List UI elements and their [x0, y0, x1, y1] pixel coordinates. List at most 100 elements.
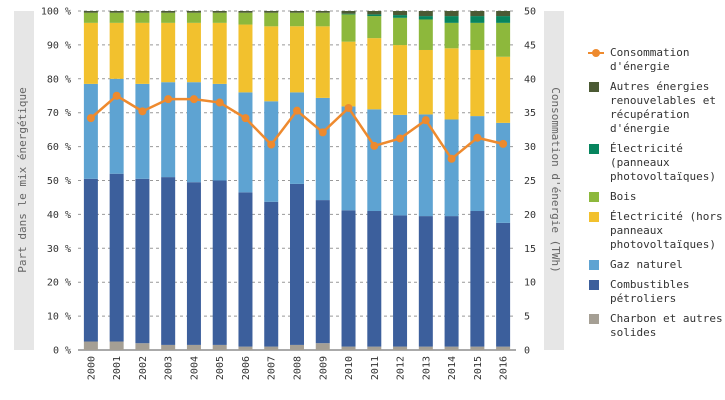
bar-segment — [290, 11, 304, 13]
left-axis-title: Part dans le mix énergétique — [16, 87, 29, 272]
y-left-tick-label: 100 % — [41, 7, 71, 18]
bar-segment — [186, 22, 201, 83]
bar-segment — [83, 12, 98, 23]
bar-segment — [393, 215, 408, 347]
y-right-tick-label: 45 — [524, 40, 536, 51]
bar-segment — [367, 211, 382, 347]
bar-segment — [186, 11, 201, 13]
bar-segment — [109, 173, 124, 342]
x-tick-label: 2014 — [447, 356, 458, 380]
bar-segment — [444, 119, 459, 217]
bar-segment — [135, 11, 150, 13]
bar-segment — [264, 101, 279, 202]
bar-segment — [186, 12, 201, 23]
x-tick-label: 2000 — [86, 356, 97, 380]
bar-segment — [161, 177, 176, 345]
legend-item: Autres énergies renouvelables et récupér… — [588, 80, 725, 136]
consumption-point — [138, 107, 147, 116]
left-axis-title-band — [14, 11, 34, 350]
bar-segment — [212, 22, 227, 84]
bar-segment — [496, 11, 511, 17]
consumption-point — [318, 128, 327, 137]
bar-segment — [161, 11, 176, 13]
legend-color-swatch — [588, 210, 610, 224]
bar-segment — [393, 45, 408, 115]
bar-segment — [341, 210, 356, 347]
bar-segment — [290, 92, 304, 184]
bar-segment — [470, 211, 485, 347]
bar-segment — [264, 12, 279, 27]
legend-label: Combustibles pétroliers — [610, 278, 690, 305]
bar-segment — [135, 178, 150, 344]
consumption-point — [499, 139, 508, 148]
consumption-point — [112, 91, 121, 100]
bar-segment — [315, 200, 330, 344]
legend-item: Consommation d'énergie — [588, 46, 725, 74]
bar-segment — [496, 22, 511, 57]
bar-segment — [444, 11, 459, 17]
bar-segment — [496, 122, 511, 223]
legend-item: Gaz naturel — [588, 258, 725, 272]
bar-segment — [418, 216, 433, 347]
bar-segment — [470, 11, 485, 17]
y-left-tick-label: 20 % — [47, 278, 71, 289]
consumption-point — [164, 95, 173, 104]
x-tick-label: 2010 — [344, 356, 355, 380]
chart-legend: Consommation d'énergie Autres énergies re… — [588, 46, 725, 346]
legend-label: Électricité (panneaux photovoltaïques) — [610, 142, 716, 183]
bar-segment — [109, 11, 124, 13]
x-tick-label: 2009 — [318, 356, 329, 380]
bar-segment — [341, 14, 356, 42]
consumption-point — [370, 141, 379, 150]
right-axis-title: Consommation d'énergie (TWh) — [549, 87, 562, 272]
bar-segment — [393, 15, 408, 18]
x-tick-label: 2003 — [164, 356, 175, 380]
legend-label: Électricité (hors panneaux photovoltaïqu… — [610, 210, 723, 251]
bar-segment — [393, 114, 408, 216]
bar-segment — [264, 11, 279, 13]
bar-segment — [418, 114, 433, 217]
bar-segment — [470, 49, 485, 117]
bar-segment — [444, 48, 459, 120]
bar-segment — [341, 13, 356, 15]
bar-segment — [315, 26, 330, 98]
bar-segment — [341, 11, 356, 14]
bar-segment — [444, 22, 459, 49]
consumption-point — [421, 116, 430, 125]
bar-segment — [367, 14, 382, 17]
consumption-point — [447, 154, 456, 163]
bar-segment — [290, 183, 304, 345]
bar-segment — [341, 106, 356, 211]
legend-label: Charbon et autres solides — [610, 312, 723, 339]
bar-segment — [315, 12, 330, 27]
bar-segment — [393, 17, 408, 46]
x-tick-label: 2004 — [189, 356, 200, 380]
bar-segment — [212, 180, 227, 345]
bar-segment — [212, 83, 227, 181]
legend-color-swatch — [588, 190, 610, 204]
bar-segment — [238, 12, 253, 25]
bar-segment — [496, 346, 511, 350]
bar-segment — [264, 346, 279, 350]
bar-segment — [290, 26, 304, 93]
bar-segment — [470, 16, 485, 23]
bar-segment — [212, 344, 227, 350]
x-tick-label: 2012 — [396, 356, 407, 380]
bar-segment — [290, 344, 304, 350]
bar-segment — [444, 346, 459, 350]
y-left-tick-label: 50 % — [47, 176, 71, 187]
y-left-tick-label: 90 % — [47, 40, 71, 51]
bar-segment — [418, 11, 433, 17]
bar-segment — [315, 97, 330, 201]
consumption-point — [293, 106, 301, 115]
bar-segment — [496, 16, 511, 23]
bar-segment — [212, 11, 227, 13]
consumption-point — [396, 134, 405, 143]
consumption-point — [86, 114, 95, 123]
bar-segment — [367, 346, 382, 350]
bar-segment — [444, 216, 459, 347]
bar-segment — [161, 82, 176, 178]
consumption-point — [215, 98, 224, 107]
bar-segment — [367, 16, 382, 39]
y-right-tick-label: 30 — [524, 142, 536, 153]
